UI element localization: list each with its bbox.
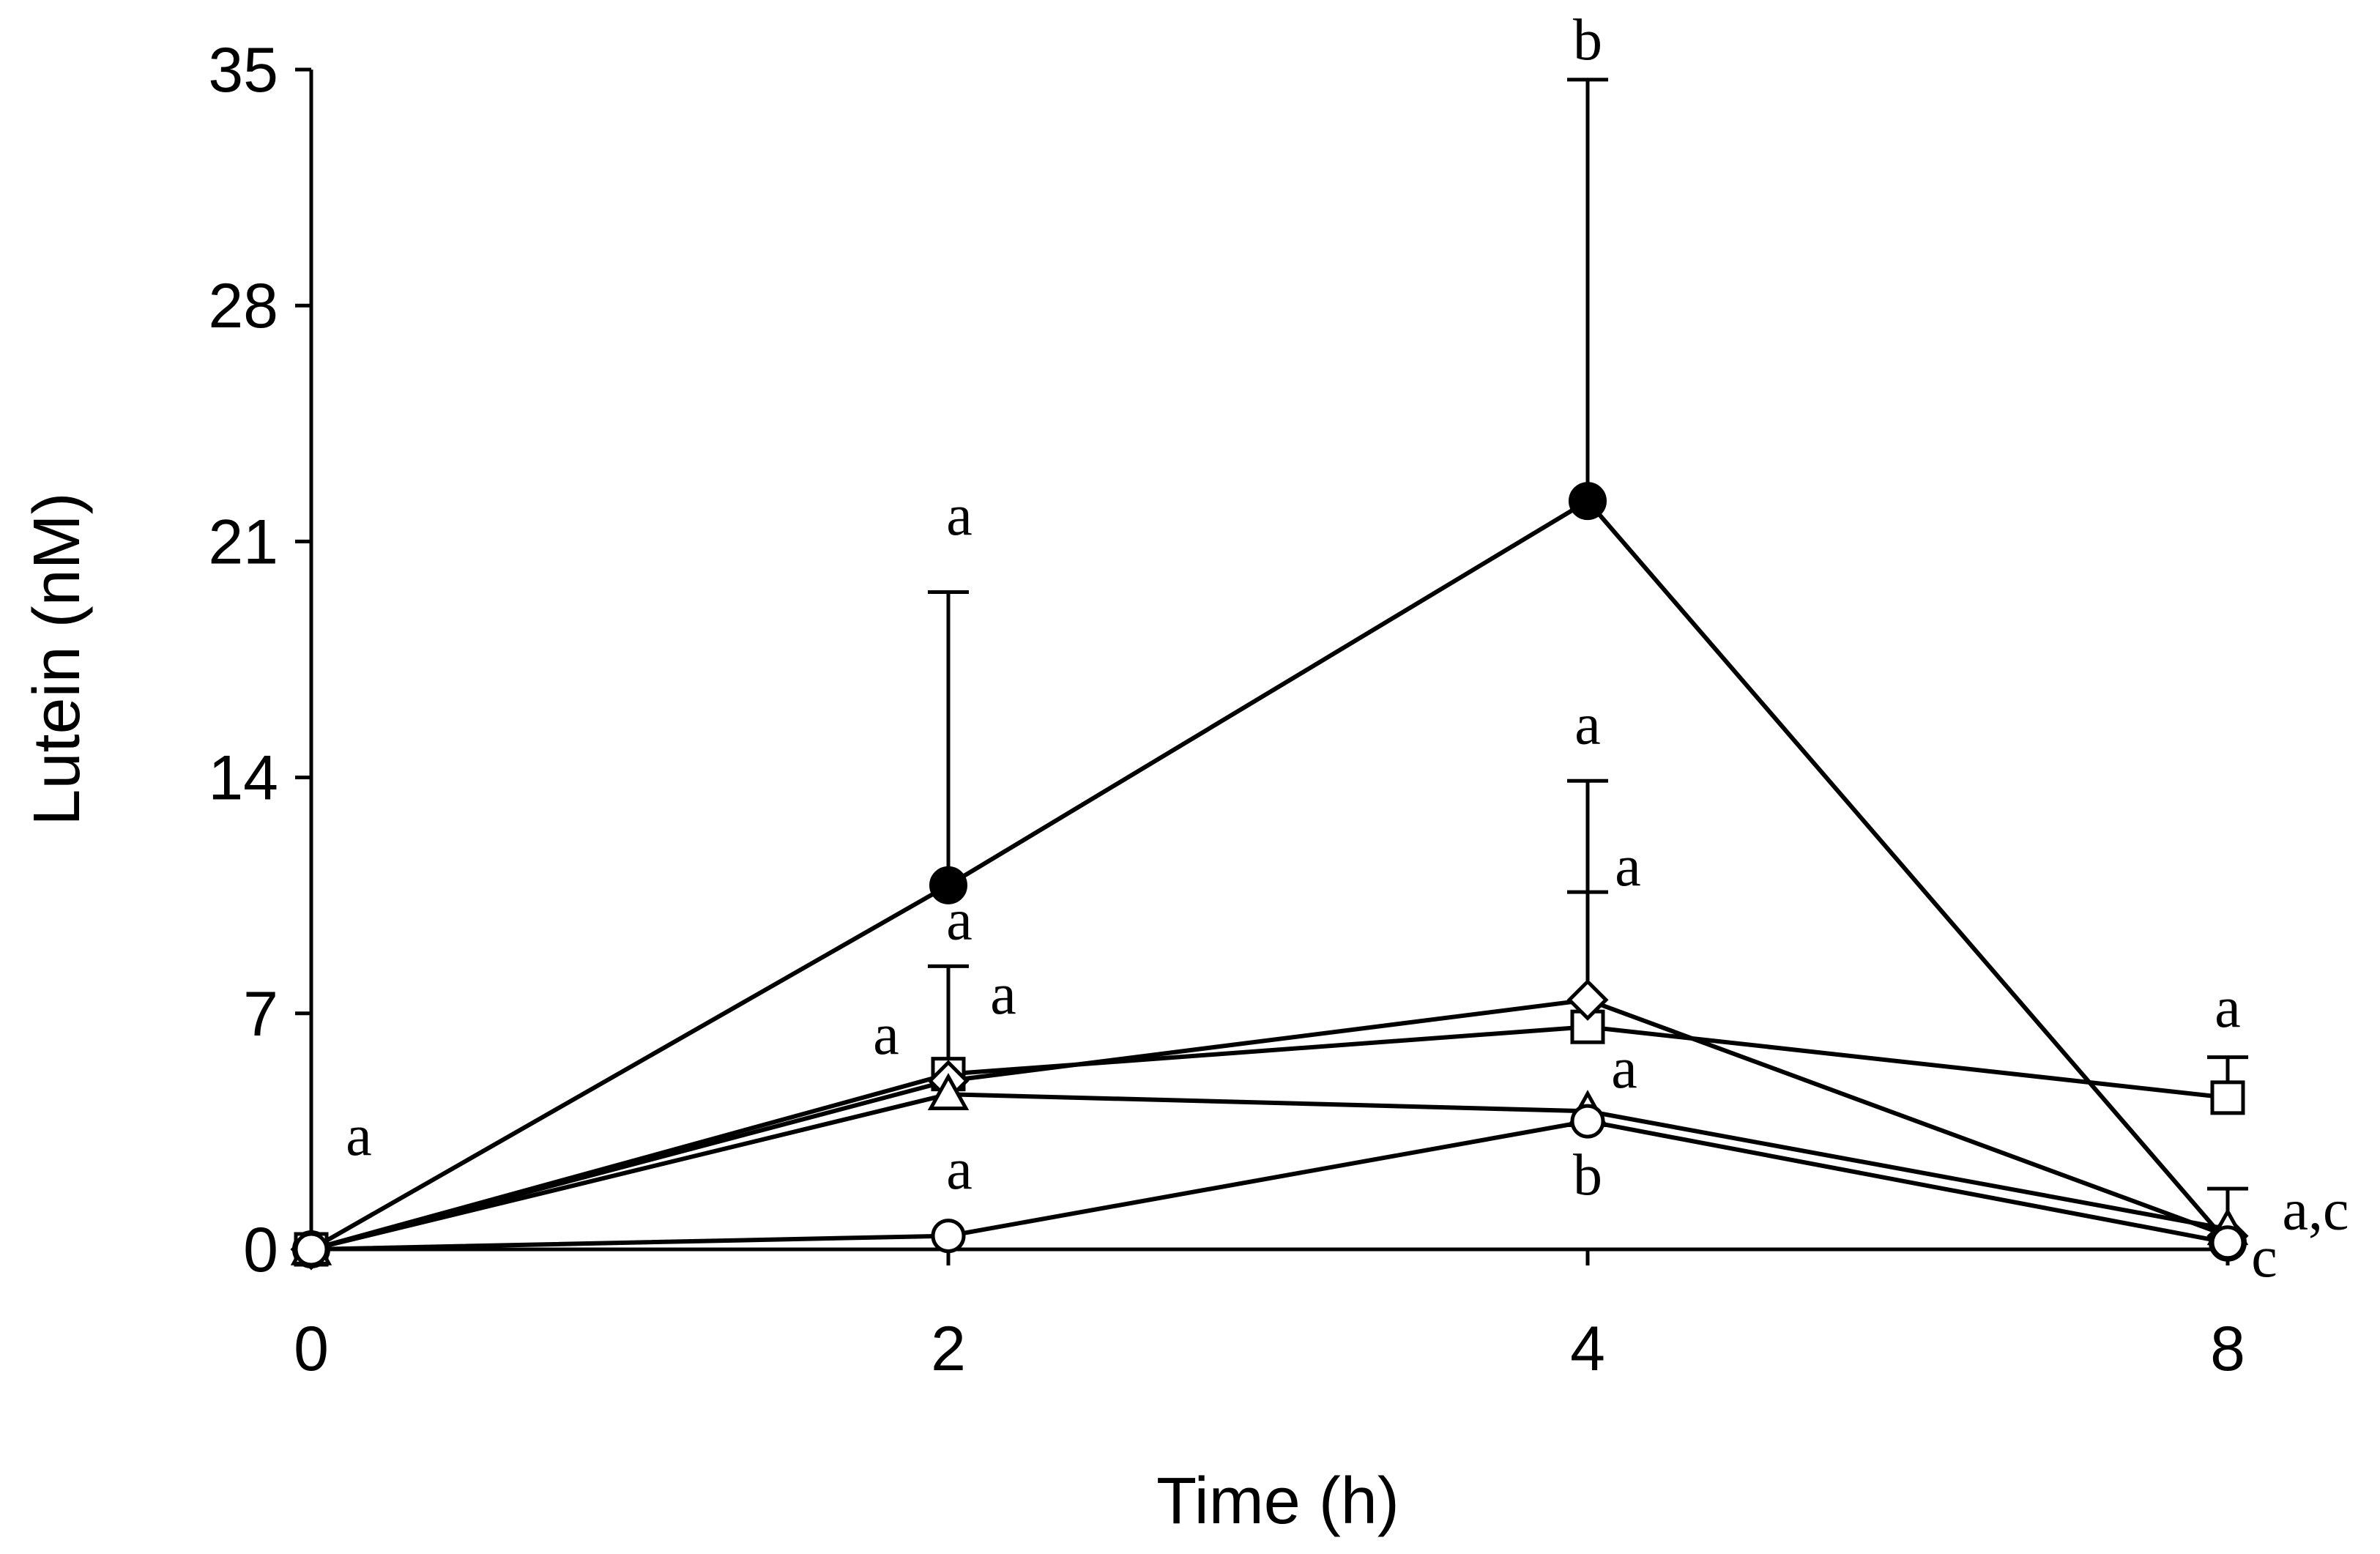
- open-circle-marker: [2210, 1225, 2245, 1260]
- filled-circle-marker: [929, 866, 967, 904]
- axes: 0 7 14 21 28 35 0 2 4 8: [208, 35, 2245, 1384]
- open-circle-marker: [294, 1232, 329, 1267]
- series-line: [310, 1092, 2228, 1252]
- significance-label: a,c: [2282, 1178, 2349, 1242]
- significance-label: a: [346, 1104, 372, 1168]
- y-tick-label: 0: [243, 1215, 278, 1285]
- significance-label: a: [946, 1137, 973, 1202]
- significance-label: a: [990, 962, 1016, 1027]
- significance-label: a: [873, 1003, 899, 1067]
- significance-label: a: [1615, 834, 1641, 899]
- y-tick-label: 35: [208, 35, 278, 105]
- y-tick-label: 21: [208, 507, 278, 577]
- significance-label: b: [1573, 1143, 1602, 1208]
- open-circle-marker: [931, 1219, 966, 1254]
- significance-label: a: [946, 888, 973, 953]
- x-tick-label: 8: [2210, 1314, 2245, 1384]
- open-circle-marker: [1570, 1104, 1605, 1139]
- y-axis-title: Lutein (nM): [21, 492, 94, 825]
- x-axis-title: Time (h): [1156, 1465, 1399, 1538]
- x-tick-label: 4: [1570, 1314, 1605, 1384]
- significance-label: c: [2251, 1225, 2277, 1290]
- series-line: [310, 1025, 2228, 1252]
- significance-label: a: [2214, 975, 2241, 1040]
- y-tick-label: 14: [208, 743, 278, 814]
- series-line: [310, 997, 2229, 1252]
- y-tick-label: 28: [208, 271, 278, 341]
- significance-label: b: [1573, 8, 1602, 73]
- x-tick-label: 0: [294, 1314, 329, 1384]
- series-line: [310, 498, 2230, 1252]
- y-tick-label: 7: [243, 979, 278, 1049]
- x-tick-label: 2: [931, 1314, 966, 1384]
- series-line: [310, 1119, 2228, 1252]
- open-triangle-marker: [927, 1073, 970, 1110]
- open-diamond-marker: [1566, 978, 1609, 1021]
- significance-label: a: [1611, 1036, 1637, 1101]
- significance-label: a: [946, 483, 973, 548]
- open-square-marker: [2210, 1080, 2245, 1115]
- series-markers: [290, 482, 2249, 1271]
- filled-circle-marker: [1569, 482, 1607, 521]
- significance-label: a: [1574, 693, 1601, 757]
- series-lines: [310, 498, 2230, 1252]
